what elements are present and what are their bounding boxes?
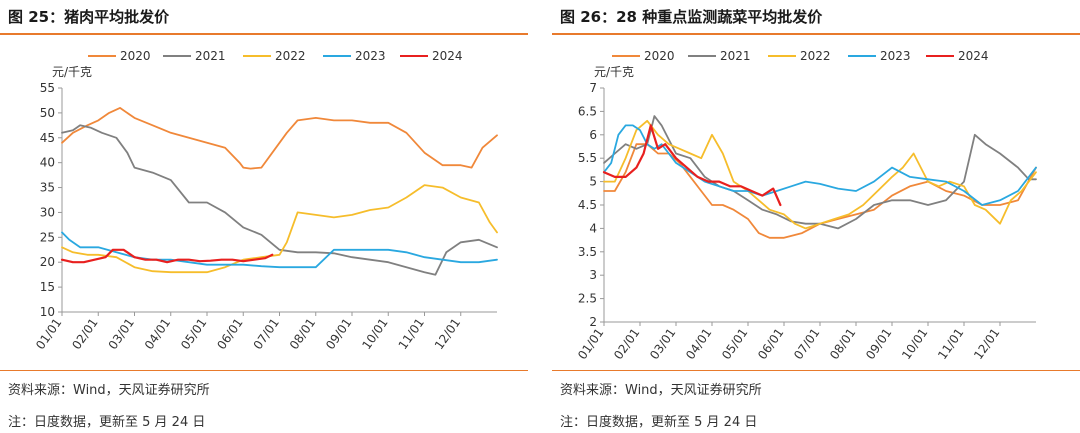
figure-title: 图 26：28 种重点监测蔬菜平均批发价 bbox=[560, 8, 823, 26]
legend-label: 2022 bbox=[275, 49, 306, 63]
y-tick-label: 25 bbox=[40, 230, 55, 244]
chart-panel-vegetables: 图 26：28 种重点监测蔬菜平均批发价 2020 2021 2022 2023 202… bbox=[552, 0, 1080, 433]
x-tick-label: 05/01 bbox=[719, 326, 750, 362]
legend-item-2020: 2020 bbox=[612, 49, 675, 63]
chart-panel-pork: 图 25：猪肉平均批发价 2020 2021 2022 2023 2024 元/千克 10 1… bbox=[0, 0, 528, 433]
y-tick-label: 40 bbox=[40, 156, 55, 170]
y-axis-unit-label: 元/千克 bbox=[594, 65, 634, 79]
x-tick-label: 06/01 bbox=[214, 316, 245, 352]
y-tick-label: 4 bbox=[589, 221, 597, 235]
series-line-2022 bbox=[61, 184, 498, 274]
line-chart-vegetable-price: 2020 2021 2022 2023 2024 元/千克 2 2.5 3 3.5 4 4.5 5 5.5… bbox=[575, 49, 1037, 362]
x-tick-label: 07/01 bbox=[251, 316, 282, 352]
y-tick-label: 50 bbox=[40, 106, 55, 120]
legend-label: 2021 bbox=[195, 49, 226, 63]
legend-item-2021: 2021 bbox=[688, 49, 751, 63]
series-line-2022 bbox=[603, 119, 1037, 230]
x-tick-label: 10/01 bbox=[359, 316, 390, 352]
legend-item-2024: 2024 bbox=[400, 49, 463, 63]
x-tick-label: 04/01 bbox=[142, 316, 173, 352]
y-tick-label: 45 bbox=[40, 131, 55, 145]
y-tick-label: 3 bbox=[589, 268, 597, 282]
legend-item-2022: 2022 bbox=[243, 49, 306, 63]
series-line-2021 bbox=[61, 124, 498, 276]
x-tick-label: 01/01 bbox=[33, 316, 64, 352]
x-tick-label: 04/01 bbox=[683, 326, 714, 362]
legend-item-2020: 2020 bbox=[88, 49, 151, 63]
figure-title: 图 25：猪肉平均批发价 bbox=[8, 8, 170, 26]
y-tick-label: 3.5 bbox=[578, 245, 597, 259]
legend-item-2023: 2023 bbox=[323, 49, 386, 63]
x-tick-label: 09/01 bbox=[323, 316, 354, 352]
legend-item-2021: 2021 bbox=[163, 49, 226, 63]
legend-label: 2023 bbox=[880, 49, 911, 63]
x-tick-label: 01/01 bbox=[575, 326, 606, 362]
x-tick-label: 03/01 bbox=[106, 316, 137, 352]
legend-label: 2023 bbox=[355, 49, 386, 63]
x-tick-label: 11/01 bbox=[396, 316, 427, 352]
line-chart-pork-price: 2020 2021 2022 2023 2024 元/千克 10 15 20 25 30 35 40 45… bbox=[33, 49, 498, 352]
source-rule bbox=[552, 370, 1080, 371]
legend-label: 2022 bbox=[800, 49, 831, 63]
y-tick-label: 7 bbox=[589, 81, 597, 95]
title-rule bbox=[552, 33, 1080, 35]
source-text: 资料来源：Wind，天风证券研究所 bbox=[8, 383, 210, 398]
source-rule bbox=[0, 370, 528, 371]
source-text: 资料来源：Wind，天风证券研究所 bbox=[560, 383, 762, 398]
y-tick-label: 55 bbox=[40, 81, 55, 95]
series-line-2021 bbox=[603, 115, 1037, 230]
y-tick-label: 30 bbox=[40, 205, 55, 219]
series-line-2024 bbox=[602, 124, 782, 207]
x-tick-label: 03/01 bbox=[647, 326, 678, 362]
x-tick-label: 06/01 bbox=[755, 326, 786, 362]
y-tick-label: 5.5 bbox=[578, 151, 597, 165]
legend-label: 2021 bbox=[720, 49, 751, 63]
x-tick-label: 11/01 bbox=[935, 326, 966, 362]
y-tick-label: 6.5 bbox=[578, 104, 597, 118]
y-tick-label: 2.5 bbox=[578, 292, 597, 306]
y-tick-label: 10 bbox=[40, 305, 55, 319]
y-tick-label: 20 bbox=[40, 255, 55, 269]
title-rule bbox=[0, 33, 528, 35]
x-tick-label: 02/01 bbox=[611, 326, 642, 362]
y-tick-label: 4.5 bbox=[578, 198, 597, 212]
note-text: 注：日度数据，更新至 5 月 24 日 bbox=[560, 415, 758, 430]
x-tick-label: 02/01 bbox=[69, 316, 100, 352]
x-tick-label: 05/01 bbox=[178, 316, 209, 352]
y-tick-label: 6 bbox=[589, 128, 597, 142]
x-tick-label: 08/01 bbox=[827, 326, 858, 362]
y-tick-label: 5 bbox=[589, 175, 597, 189]
x-tick-label: 09/01 bbox=[863, 326, 894, 362]
legend-label: 2020 bbox=[644, 49, 675, 63]
legend-item-2022: 2022 bbox=[768, 49, 831, 63]
series-line-2023 bbox=[603, 124, 1037, 206]
x-tick-label: 12/01 bbox=[971, 326, 1002, 362]
x-tick-label: 07/01 bbox=[791, 326, 822, 362]
note-text: 注：日度数据，更新至 5 月 24 日 bbox=[8, 415, 206, 430]
legend-label: 2024 bbox=[958, 49, 989, 63]
legend-label: 2024 bbox=[432, 49, 463, 63]
series-line-2023 bbox=[61, 231, 498, 269]
y-tick-label: 35 bbox=[40, 181, 55, 195]
legend-item-2024: 2024 bbox=[926, 49, 989, 63]
series-line-2020 bbox=[603, 143, 1037, 239]
x-tick-label: 10/01 bbox=[899, 326, 930, 362]
legend-label: 2020 bbox=[120, 49, 151, 63]
series-line-2020 bbox=[61, 107, 498, 170]
x-tick-label: 12/01 bbox=[432, 316, 463, 352]
x-tick-label: 08/01 bbox=[287, 316, 318, 352]
y-tick-label: 15 bbox=[40, 280, 55, 294]
series-line-2024 bbox=[60, 248, 274, 264]
y-axis-unit-label: 元/千克 bbox=[52, 65, 92, 79]
legend-item-2023: 2023 bbox=[848, 49, 911, 63]
y-tick-label: 2 bbox=[589, 315, 597, 329]
